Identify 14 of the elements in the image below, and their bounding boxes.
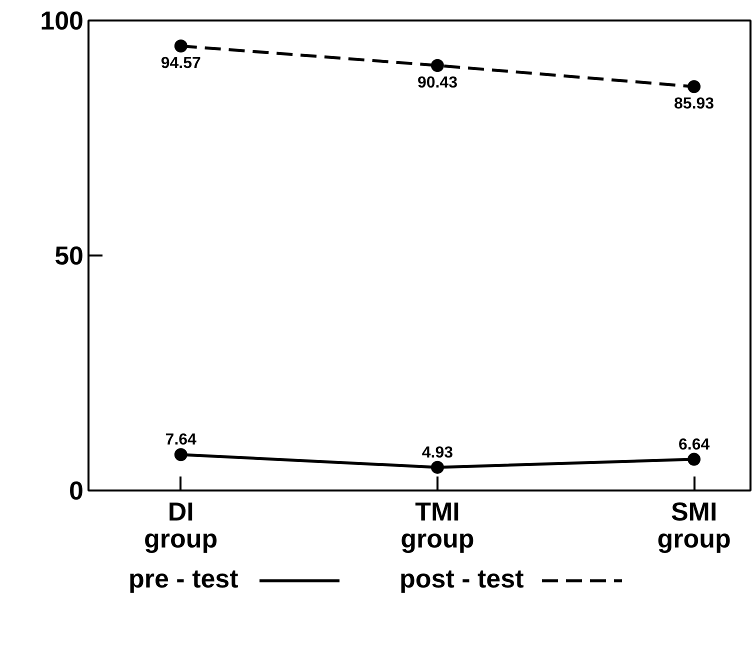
x-tick-label: SMI group bbox=[657, 496, 731, 554]
y-tick-label: 0 bbox=[69, 476, 84, 506]
data-label: 7.64 bbox=[165, 432, 197, 449]
y-tick-label: 50 bbox=[54, 240, 84, 270]
data-label: 4.93 bbox=[422, 444, 454, 462]
x-tick-label: TMI group bbox=[400, 496, 474, 554]
data-label: 94.57 bbox=[160, 55, 201, 72]
data-label: 6.64 bbox=[678, 436, 710, 454]
legend-label: pre - test bbox=[128, 564, 239, 594]
x-tick-label: DI group bbox=[144, 496, 218, 554]
data-label: 85.93 bbox=[674, 96, 714, 113]
legend-label: post - test bbox=[400, 564, 524, 594]
y-tick-label: 100 bbox=[40, 6, 84, 36]
data-label: 90.43 bbox=[417, 74, 458, 92]
